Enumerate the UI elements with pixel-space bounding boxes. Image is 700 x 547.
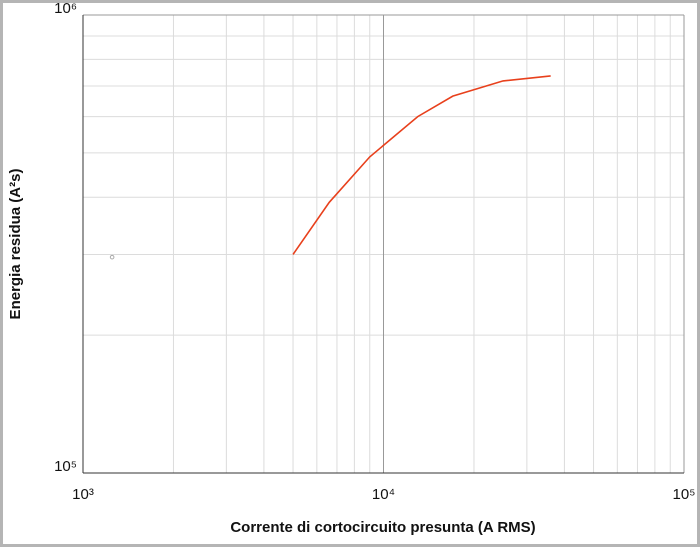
plot [109,75,551,260]
line [292,75,551,255]
y-axis-title: Energia residua (A²s) [7,169,24,320]
point [109,254,115,260]
x-tick-label: 10⁵ [673,486,696,503]
x-axis-title: Corrente di cortocircuito presunta (A RM… [230,519,535,536]
grid [82,14,685,474]
y-tick-label: 10⁶ [54,0,77,17]
x-tick-label: 10⁴ [372,486,395,503]
x-tick-label: 10³ [72,486,94,503]
y-tick-label: 10⁵ [54,458,77,475]
